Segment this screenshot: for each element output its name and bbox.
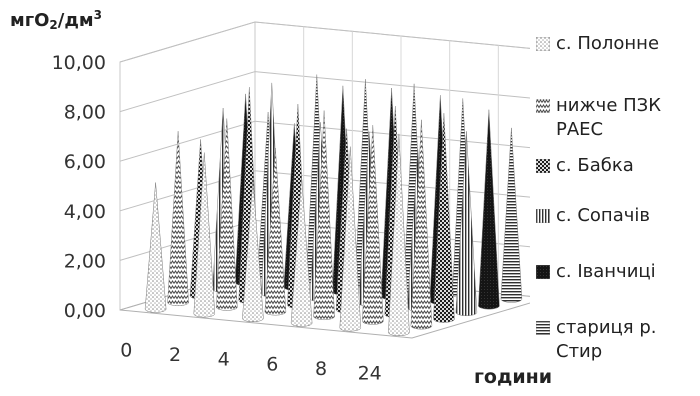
cone-body	[410, 119, 433, 330]
legend-label: с. Сопачів	[556, 205, 650, 226]
legend-swatch	[536, 37, 550, 51]
cone-body	[455, 131, 478, 317]
cone-body	[264, 147, 287, 316]
cone	[433, 113, 455, 323]
cone	[339, 146, 362, 332]
legend-label: нижче ПЗК РАЕС	[556, 95, 661, 140]
chart-series	[144, 74, 523, 337]
cone-body	[216, 118, 238, 311]
cone-body	[144, 182, 167, 313]
cone	[193, 152, 216, 318]
legend-swatch	[536, 321, 550, 335]
cone	[216, 118, 238, 311]
legend-item: с. Іванчиці	[536, 260, 656, 284]
cone	[264, 147, 287, 316]
legend-item: с. Сопачів	[536, 204, 650, 228]
cone	[362, 125, 384, 325]
legend-label: с. Бабка	[556, 155, 634, 176]
cone	[410, 119, 433, 330]
legend-swatch	[536, 159, 550, 173]
cone	[167, 131, 189, 307]
cone-body	[193, 152, 216, 318]
cone	[388, 133, 410, 337]
x-tick-label: 0	[120, 339, 132, 361]
cone	[144, 182, 167, 313]
cone-body	[167, 131, 189, 307]
cone	[478, 109, 500, 310]
legend-label: стариця р. Стир	[556, 317, 657, 362]
legend-label: с. Полонне	[556, 33, 660, 54]
legend-item: нижче ПЗК РАЕС	[536, 94, 696, 142]
y-tick-label: 10,00	[52, 52, 106, 74]
cone-body	[478, 109, 500, 310]
cone-body	[339, 146, 362, 332]
x-axis-title: години	[474, 366, 553, 388]
y-tick-label: 0,00	[64, 300, 106, 322]
cone	[455, 131, 478, 317]
cone	[290, 176, 313, 327]
cone-body	[290, 176, 313, 327]
cone-body	[388, 133, 410, 337]
legend-swatch	[536, 209, 550, 223]
x-tick-label: 8	[315, 358, 327, 380]
cone	[313, 110, 335, 321]
cone-body	[362, 125, 384, 325]
legend-item: с. Полонне	[536, 32, 659, 56]
x-tick-label: 4	[218, 349, 230, 371]
legend-item: с. Бабка	[536, 154, 634, 178]
y-tick-label: 2,00	[64, 250, 106, 272]
cone	[242, 179, 264, 323]
y-tick-label: 8,00	[64, 102, 106, 124]
legend-item: стариця р. Стир	[536, 316, 696, 364]
cone-body	[242, 179, 264, 323]
y-axis-unit-label: мгО2/дм3	[10, 8, 102, 32]
x-tick-label: 6	[266, 353, 278, 375]
cone-body	[433, 113, 455, 323]
cone	[500, 127, 523, 303]
cone-body	[500, 127, 523, 303]
legend-label: с. Іванчиці	[556, 261, 656, 282]
x-tick-label: 2	[169, 344, 181, 366]
legend-swatch	[536, 265, 550, 279]
y-tick-label: 6,00	[64, 151, 106, 173]
cone-body	[313, 110, 335, 321]
y-tick-label: 4,00	[64, 201, 106, 223]
x-tick-label: 24	[358, 363, 382, 385]
chart: 0,00 2,00 4,00 6,00 8,00 10,00 0 2 4 6 8 24 мгО2/дм…	[10, 8, 552, 388]
legend-swatch	[536, 99, 550, 113]
